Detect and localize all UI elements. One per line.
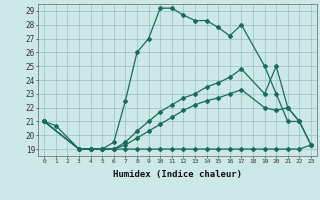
X-axis label: Humidex (Indice chaleur): Humidex (Indice chaleur) xyxy=(113,170,242,179)
